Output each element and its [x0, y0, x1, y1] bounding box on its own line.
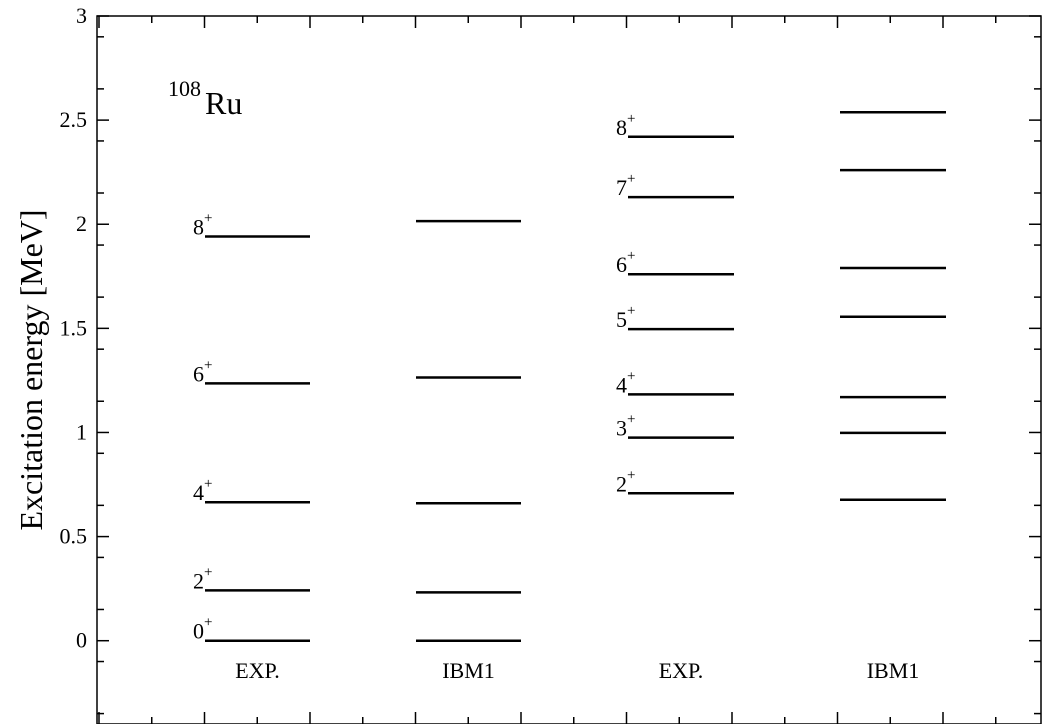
column-labels: EXP. IBM1 EXP. IBM1: [235, 658, 919, 683]
y-tick-label: 0: [76, 628, 87, 653]
spin-label: 0+: [193, 615, 212, 644]
spin-label: 4+: [193, 476, 212, 505]
y-tick-label: 2.5: [60, 107, 88, 132]
column-label: EXP.: [235, 658, 280, 683]
y-axis-label: Excitation energy [MeV]: [13, 209, 49, 530]
spin-label: 8+: [193, 211, 212, 240]
y-tick-label: 2: [76, 211, 87, 236]
plot-frame: [96, 15, 1042, 724]
y-tick-label: 3: [76, 3, 87, 28]
spin-label: 8+: [616, 111, 635, 140]
column-label: IBM1: [867, 658, 920, 683]
y-tick-label: 0.5: [60, 524, 88, 549]
column-label: IBM1: [442, 658, 495, 683]
y-tick-label: 1: [76, 419, 87, 444]
y-tick-label: 1.5: [60, 315, 88, 340]
spin-label: 3+: [616, 412, 635, 441]
spin-label: 2+: [193, 564, 212, 593]
spin-label: 2+: [616, 467, 635, 496]
y-axis-ticks: 0 0.5 1 1.5 2 2.5 3: [60, 3, 1041, 715]
spin-label: 6+: [616, 248, 635, 277]
nucleus-symbol: Ru: [205, 85, 242, 121]
nucleus-mass: 108: [168, 76, 201, 101]
spin-label: 4+: [616, 368, 635, 397]
levels: 0+ 2+ 4+ 6+ 8+ 2+ 3+ 4+ 5+ 6+ 7+ 8+: [193, 111, 946, 644]
spin-label: 7+: [616, 171, 635, 200]
spin-label: 6+: [193, 357, 212, 386]
x-axis-ticks: [98, 16, 997, 724]
spin-label: 5+: [616, 303, 635, 332]
column-label: EXP.: [659, 658, 704, 683]
nucleus-label: 108 Ru: [168, 76, 242, 121]
